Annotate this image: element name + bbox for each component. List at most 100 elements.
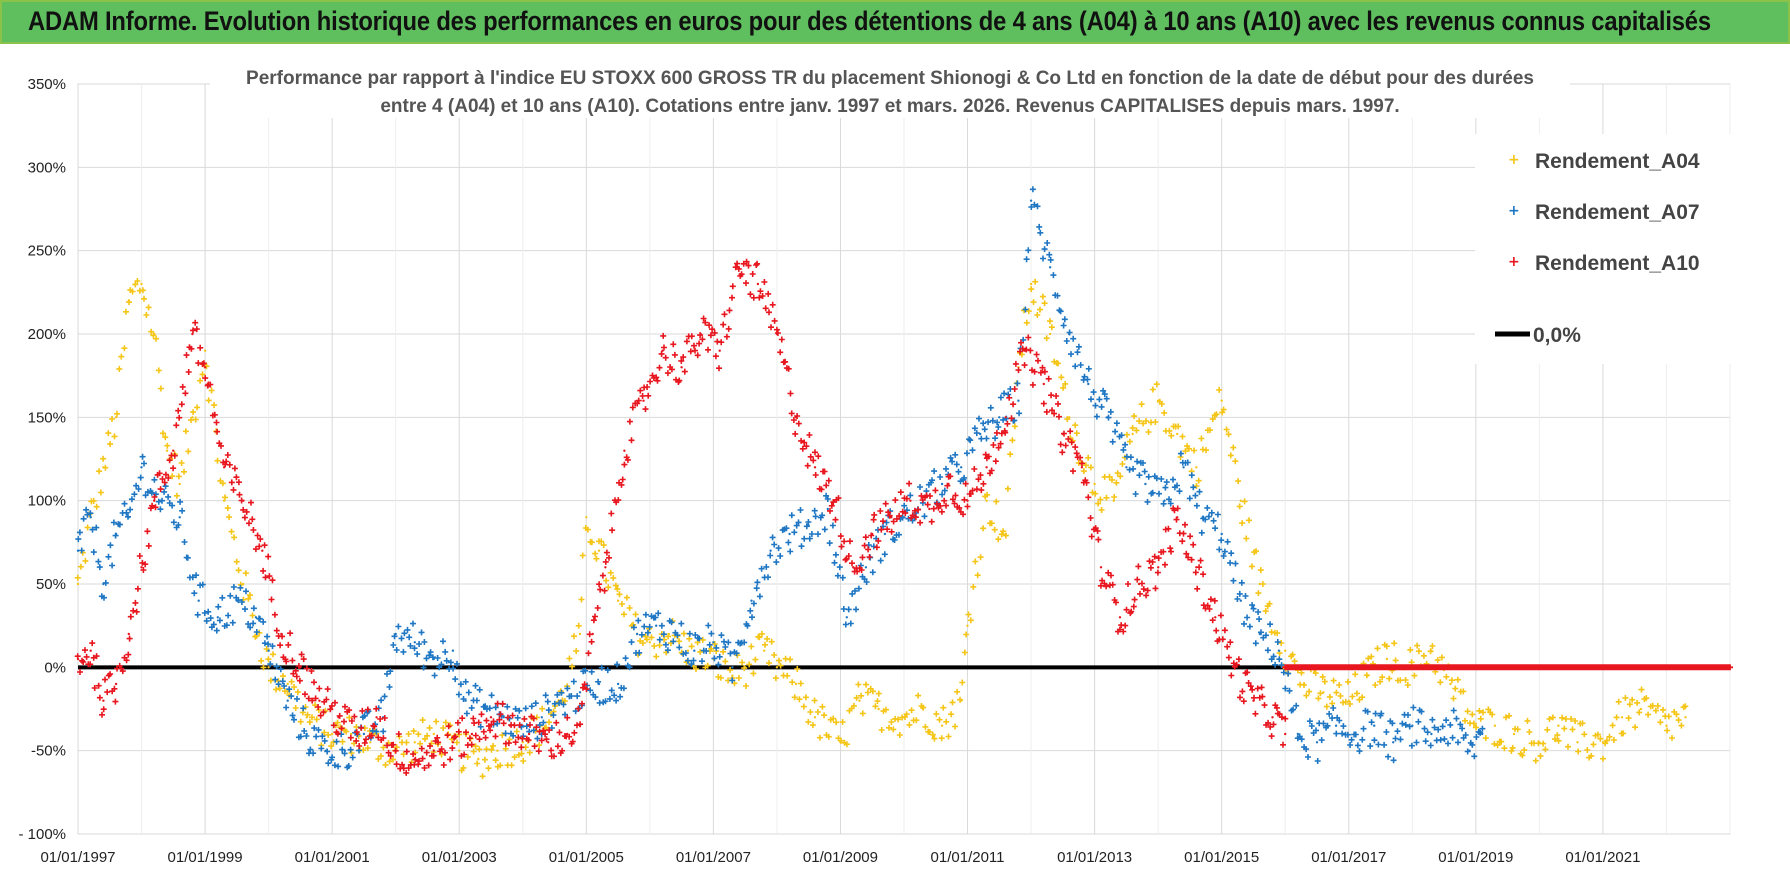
data-point-a04: [597, 549, 601, 552]
data-point-a10: [604, 566, 607, 569]
data-point-a10: [547, 741, 550, 744]
data-point-a04: [1157, 399, 1160, 402]
data-point-a10: [508, 724, 512, 727]
data-point-a10: [1284, 732, 1287, 736]
data-point-a04: [331, 732, 334, 736]
data-point-a04: [477, 757, 480, 761]
data-point-a10: [794, 416, 798, 419]
data-point-a07: [502, 716, 505, 719]
data-point-a10: [578, 724, 582, 727]
data-point-a07: [807, 524, 810, 527]
data-point-a10: [242, 499, 245, 502]
series-points-a04: [74, 278, 1689, 780]
legend-label-a04: Rendement_A04: [1535, 150, 1700, 173]
data-point-a10: [718, 349, 721, 352]
data-point-a07: [1048, 266, 1052, 269]
legend-marker-a10: +: [1508, 254, 1520, 270]
data-point-a07: [114, 532, 118, 536]
data-point-a10: [699, 332, 702, 336]
data-point-a07: [1481, 732, 1484, 736]
data-point-a07: [102, 582, 105, 586]
legend-label-a10: Rendement_A10: [1535, 252, 1700, 275]
data-point-a10: [985, 466, 988, 469]
data-point-a07: [864, 566, 868, 569]
series-a04: [74, 278, 1689, 780]
data-point-a07: [712, 641, 715, 644]
data-point-a07: [1373, 724, 1376, 727]
data-point-a07: [750, 599, 753, 602]
legend-marker-a04: +: [1508, 152, 1520, 168]
data-point-a07: [1258, 632, 1262, 636]
data-point-a04: [76, 582, 80, 586]
data-point-a07: [655, 624, 658, 627]
data-point-a10: [140, 566, 143, 569]
data-point-a10: [89, 649, 92, 652]
data-point-a10: [1061, 432, 1065, 436]
data-point-a07: [235, 599, 238, 602]
data-point-a10: [299, 666, 302, 669]
chart-title-background: [210, 60, 1570, 118]
series-points-a10-tail: [1282, 664, 1733, 671]
data-point-a04: [839, 741, 842, 744]
data-point-a04: [813, 716, 817, 719]
data-point-a04: [775, 666, 779, 669]
series-points-a10: [74, 258, 1289, 776]
data-point-a07: [731, 666, 734, 669]
data-point-a04: [458, 749, 461, 752]
data-point-a07: [305, 732, 308, 736]
data-point-a10: [1137, 582, 1141, 586]
data-point-a10: [1252, 699, 1255, 702]
data-point-a10: [1042, 382, 1046, 386]
data-point-a10: [1233, 666, 1236, 669]
data-point-a07: [464, 699, 467, 702]
data-point-a04: [1029, 282, 1033, 286]
data-point-a07: [979, 432, 982, 436]
data-point-a04: [585, 516, 588, 519]
data-point-a07: [159, 499, 162, 502]
data-point-a04: [1112, 499, 1115, 502]
series-points-a07: [75, 186, 1486, 771]
data-point-a07: [1125, 466, 1128, 469]
x-tick-label: 01/01/2015: [1184, 849, 1259, 866]
data-point-a07: [940, 482, 944, 486]
data-point-a10: [737, 266, 740, 269]
data-point-a07: [286, 699, 289, 702]
data-point-a10: [890, 516, 893, 519]
report-banner: ADAM Informe. Evolution historique des p…: [0, 0, 1790, 44]
x-tick-label: 01/01/2013: [1057, 849, 1132, 866]
y-tick-label: 350%: [28, 76, 66, 93]
data-point-a10: [871, 532, 874, 536]
data-point-a04: [1474, 724, 1478, 727]
data-point-a07: [1296, 732, 1300, 736]
data-point-a07: [1411, 724, 1414, 727]
data-point-a04: [1557, 724, 1560, 727]
data-point-a10: [470, 732, 474, 736]
data-point-a10: [832, 499, 836, 502]
data-point-a07: [1334, 724, 1338, 727]
data-point-a10: [928, 507, 931, 511]
x-tick-label: 01/01/2021: [1565, 849, 1640, 866]
data-point-a04: [350, 732, 353, 736]
series-a07: [75, 186, 1486, 771]
data-point-a07: [693, 649, 696, 652]
data-point-a10: [203, 366, 207, 369]
data-point-a04: [940, 724, 944, 727]
report-banner-title: ADAM Informe. Evolution historique des p…: [28, 6, 1711, 36]
data-point-a10: [222, 466, 226, 469]
data-point-a10: [813, 466, 817, 469]
data-point-a07: [597, 682, 601, 686]
data-point-a04: [521, 741, 524, 744]
data-point-a07: [197, 599, 200, 602]
data-point-a07: [1106, 416, 1109, 419]
data-point-a10: [114, 682, 118, 686]
data-point-a10: [642, 399, 645, 402]
data-point-a07: [635, 632, 639, 636]
data-point-a07: [1449, 724, 1452, 727]
x-axis: 01/01/1997 01/01/1999 01/01/2001 01/01/2003…: [40, 849, 1640, 866]
data-point-a04: [153, 332, 156, 336]
data-point-a10: [1157, 566, 1160, 569]
data-point-a07: [324, 749, 327, 752]
data-point-a10: [623, 449, 626, 452]
data-point-a10: [318, 699, 321, 702]
y-tick-label: 0%: [44, 659, 66, 676]
